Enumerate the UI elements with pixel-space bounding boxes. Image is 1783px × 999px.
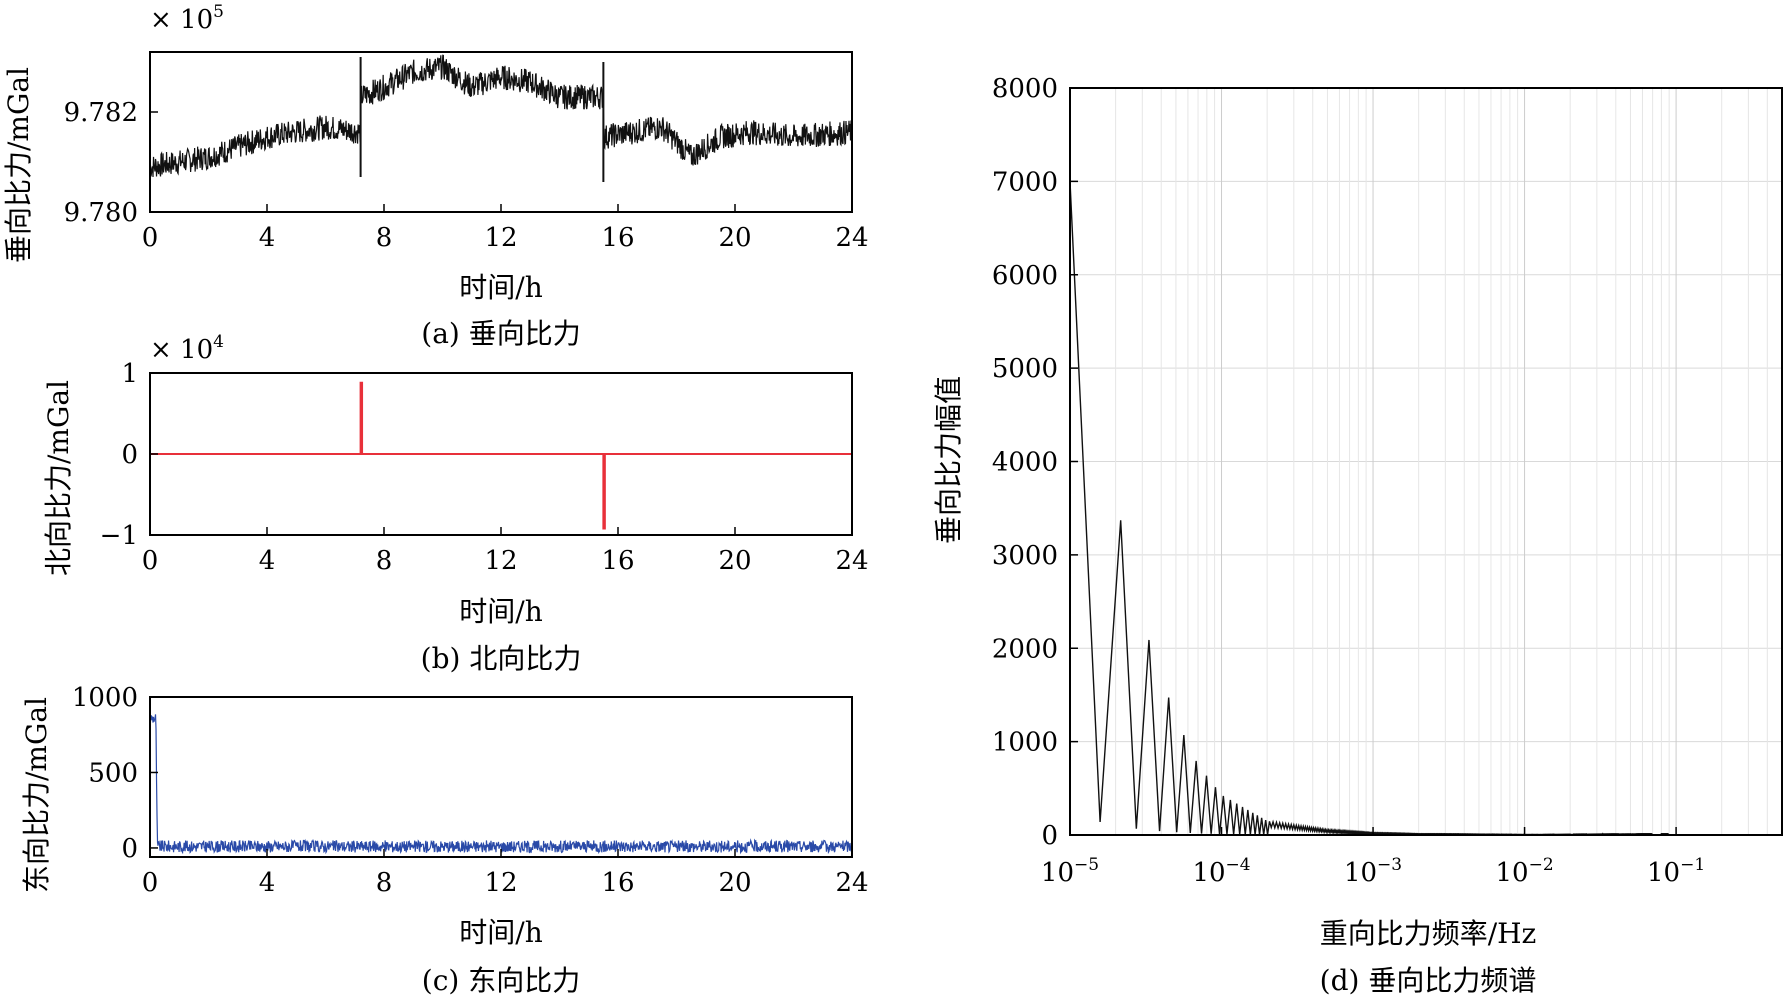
panel-b-multiplier: × 104	[150, 332, 224, 365]
panel-d-plot	[1070, 181, 1782, 835]
panel-d-xtick-label: 10−1	[1647, 855, 1705, 888]
panel-d-ticks: 10−5 10−4 10−3 10−2 10−1 0 1000 2000 3000 4000 500…	[992, 74, 1705, 888]
panel-a-series-line	[150, 54, 852, 178]
panel-c-xtick-label: 24	[835, 868, 868, 898]
panel-b-series-line	[150, 381, 852, 530]
panel-b-ytick-label: −1	[100, 521, 138, 551]
panel-a-xtick-label: 8	[376, 223, 393, 253]
panel-c-plot	[150, 714, 852, 855]
panel-a-ticks: 0 4 8 12 16 20 24 9.780 9.782	[64, 98, 869, 253]
panel-d-xtick-label: 10−4	[1192, 855, 1250, 888]
panel-c-ytick-label: 0	[121, 834, 138, 864]
panel-a-multiplier: × 105	[150, 2, 224, 35]
panel-d-ytick-label: 7000	[992, 167, 1058, 197]
panel-a-xlabel: 时间/h	[459, 271, 542, 304]
panel-b-xtick-label: 16	[601, 546, 634, 576]
panel-b-xtick-label: 24	[835, 546, 868, 576]
panel-b-xtick-label: 0	[142, 546, 159, 576]
panel-d-caption: (d) 垂向比力频谱	[1320, 964, 1537, 997]
panel-c-xtick-label: 12	[484, 868, 517, 898]
panel-b-xtick-label: 12	[484, 546, 517, 576]
panel-d-ytick-label: 1000	[992, 728, 1058, 758]
panel-d-ylabel: 垂向比力幅值	[932, 376, 965, 544]
panel-d-xlabel: 重向比力频率/Hz	[1320, 917, 1537, 950]
panel-d-ytick-label: 5000	[992, 354, 1058, 384]
panel-d: 10−5 10−4 10−3 10−2 10−1 0 1000 2000 3000 4000 500…	[932, 74, 1783, 997]
panel-a-multiplier-base: × 10	[150, 5, 213, 35]
panel-c: 0 4 8 12 16 20 24 0 500 1000 东向比力/mGal 时间/h (c) 东…	[20, 683, 869, 997]
panel-d-xtick-label: 10−2	[1495, 855, 1553, 888]
panel-d-ytick-label: 0	[1041, 821, 1058, 851]
panel-b-ylabel: 北向比力/mGal	[42, 380, 75, 576]
panel-b-ticks: 0 4 8 12 16 20 24−101	[100, 359, 869, 576]
panel-c-xlabel: 时间/h	[459, 916, 542, 949]
panel-d-ytick-label: 8000	[992, 74, 1058, 104]
panel-c-xtick-label: 20	[718, 868, 751, 898]
panel-a-caption: (a) 垂向比力	[421, 317, 580, 350]
panel-d-ytick-label: 6000	[992, 261, 1058, 291]
panel-a-xtick-label: 0	[142, 223, 159, 253]
panel-d-xtick-label: 10−3	[1344, 855, 1402, 888]
panel-d-ytick-label: 2000	[992, 634, 1058, 664]
panel-b-xtick-label: 4	[259, 546, 276, 576]
panel-a-ylabel: 垂向比力/mGal	[2, 67, 35, 263]
panel-c-frame	[149, 696, 853, 858]
panel-d-series-line	[1070, 181, 1782, 835]
panel-a-plot	[150, 54, 852, 182]
panel-a-xtick-label: 12	[484, 223, 517, 253]
panel-a-ytick-label: 9.782	[64, 98, 138, 128]
panel-a-ytick-label: 9.780	[64, 198, 138, 228]
panel-c-ytick-label: 1000	[72, 683, 138, 713]
panel-b-ytick-label: 0	[121, 440, 138, 470]
panel-a-xtick-label: 24	[835, 223, 868, 253]
panel-a-multiplier-exp: 5	[213, 2, 224, 22]
panel-d-xtick-label: 10−5	[1041, 855, 1099, 888]
panel-a: 0 4 8 12 16 20 24 9.780 9.782 × 105 垂向比力/mGal 时间…	[2, 2, 869, 350]
panel-c-xtick-label: 0	[142, 868, 159, 898]
panel-c-xtick-label: 16	[601, 868, 634, 898]
panel-d-ytick-label: 3000	[992, 541, 1058, 571]
panel-d-grid	[1069, 87, 1783, 836]
panel-b-multiplier-exp: 4	[213, 332, 224, 352]
panel-b-multiplier-base: × 10	[150, 335, 213, 365]
panel-c-xtick-label: 4	[259, 868, 276, 898]
panel-b-xlabel: 时间/h	[459, 595, 542, 628]
panel-b-caption: (b) 北向比力	[421, 642, 582, 675]
panel-b-xtick-label: 8	[376, 546, 393, 576]
panel-d-ytick-label: 4000	[992, 448, 1058, 478]
panel-c-caption: (c) 东向比力	[422, 964, 580, 997]
panel-c-ticks: 0 4 8 12 16 20 24 0 500 1000	[72, 683, 869, 898]
panel-c-ytick-label: 500	[88, 758, 138, 788]
panel-b-xtick-label: 20	[718, 546, 751, 576]
panel-a-xtick-label: 20	[718, 223, 751, 253]
panel-b-ytick-label: 1	[121, 359, 138, 389]
panel-c-series-line	[150, 714, 852, 855]
panel-c-ylabel: 东向比力/mGal	[20, 697, 53, 893]
panel-b: 0 4 8 12 16 20 24−101 × 104 北向比力/mGal 时间/h (b)…	[42, 332, 869, 675]
panel-c-xtick-label: 8	[376, 868, 393, 898]
panel-b-plot	[150, 381, 852, 530]
panel-a-xtick-label: 4	[259, 223, 276, 253]
panel-a-xtick-label: 16	[601, 223, 634, 253]
